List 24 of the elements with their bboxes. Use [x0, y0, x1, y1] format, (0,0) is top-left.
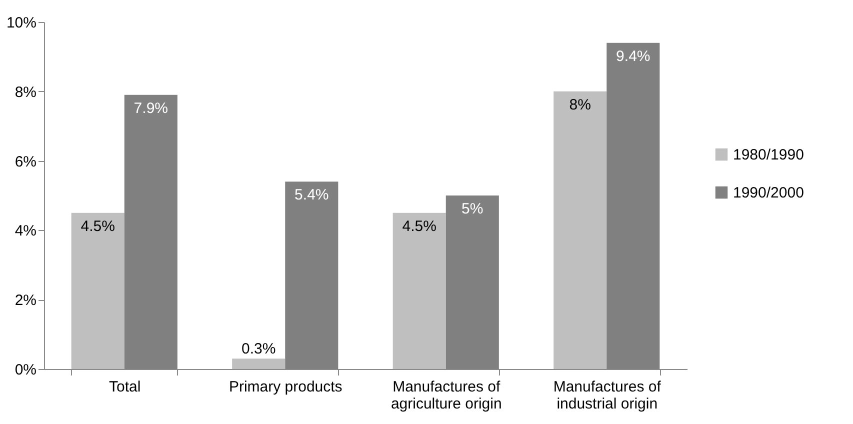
y-tick-label: 2% — [14, 292, 36, 310]
data-label: 4.5% — [80, 218, 115, 235]
bar — [232, 358, 286, 369]
legend-label: 1980/1990 — [733, 146, 804, 164]
y-tick-label: 10% — [6, 14, 36, 32]
x-tick-label: Manufactures of agriculture origin — [390, 378, 502, 412]
legend-label: 1990/2000 — [733, 184, 804, 202]
bar — [554, 91, 607, 369]
data-label: 7.9% — [134, 100, 168, 117]
y-tick-label: 0% — [14, 362, 36, 378]
data-label: 5.4% — [294, 186, 329, 204]
data-label: 4.5% — [402, 218, 436, 235]
x-tick-label: Primary products — [228, 378, 342, 396]
bar — [71, 212, 124, 369]
x-tick-label: Manufactures of industrial origin — [553, 378, 662, 412]
data-label: 9.4% — [616, 48, 650, 65]
y-tick-label: 6% — [14, 153, 36, 170]
data-label: 8% — [569, 96, 591, 114]
data-label: 5% — [462, 200, 484, 218]
data-label: 0.3% — [242, 340, 276, 358]
x-tick-label: Total — [109, 378, 141, 396]
bar — [392, 212, 446, 369]
y-tick-label: 4% — [14, 222, 36, 240]
y-tick-label: 8% — [14, 84, 36, 101]
